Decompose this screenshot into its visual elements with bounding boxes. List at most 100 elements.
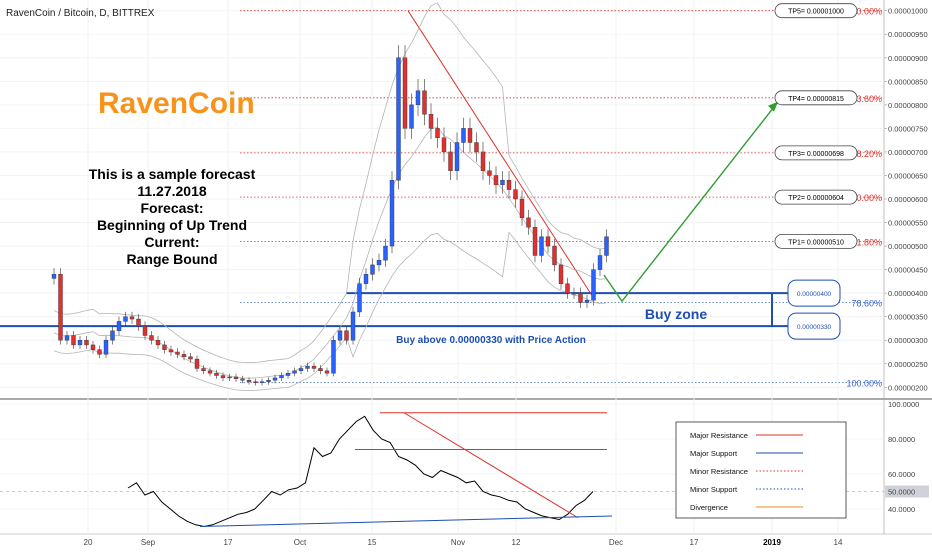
- candle-body: [578, 292, 583, 303]
- x-tick-label: 20: [84, 538, 93, 547]
- fib-lower-label: 100.00%: [846, 379, 882, 389]
- candle-body: [285, 372, 291, 376]
- labels: 0.00% TP5= 0.00001000 23.60% TP4= 0.0000081…: [396, 3, 882, 389]
- note-line-6: Range Bound: [127, 251, 218, 267]
- band-lower: [53, 231, 607, 391]
- candle-body: [506, 179, 512, 190]
- forecast-arrow: [603, 101, 779, 303]
- candle-body: [461, 128, 466, 143]
- tp-box: [774, 90, 858, 106]
- candle-body: [155, 340, 161, 346]
- candle-body: [448, 151, 453, 171]
- candle-body: [64, 335, 70, 341]
- candle-body: [435, 128, 440, 139]
- zone-price-box: [787, 312, 841, 340]
- candle-body: [357, 283, 362, 313]
- tp-box: [774, 189, 858, 205]
- tp-label: TP4= 0.00000815: [788, 96, 844, 103]
- candle-body: [311, 365, 317, 369]
- note-line-1: This is a sample forecast: [89, 166, 256, 182]
- candle-body: [136, 318, 141, 327]
- y-tick-label: 0.00000300: [888, 336, 928, 345]
- candle-body: [272, 377, 278, 381]
- candle-body: [604, 236, 609, 256]
- tp-label: TP3= 0.00000698: [788, 151, 844, 158]
- candle-body: [194, 358, 200, 369]
- candle-body: [415, 90, 421, 106]
- candle-body: [305, 365, 310, 369]
- candle-body: [129, 316, 135, 320]
- candle-body: [409, 104, 414, 129]
- candle-body: [591, 269, 596, 301]
- candle-body: [279, 375, 284, 379]
- candle-body: [454, 142, 460, 171]
- y-tick-label: 0.00000850: [888, 77, 928, 86]
- candle-body: [201, 368, 206, 372]
- candle-body: [298, 368, 304, 372]
- fib-label: 38.20%: [851, 149, 882, 159]
- legend-label: Divergence: [690, 503, 728, 512]
- osc-downtrend: [403, 412, 579, 519]
- candle-body: [422, 90, 427, 115]
- candle-body: [253, 381, 258, 383]
- note-line-2: 11.27.2018: [137, 183, 207, 199]
- tp-label: TP1= 0.00000510: [788, 239, 844, 246]
- y-tick-label: 0.00000700: [888, 148, 928, 157]
- y-tick-label: 0.00001000: [888, 7, 928, 16]
- candle-body: [58, 274, 63, 341]
- candle-body: [545, 236, 551, 247]
- tp-label: TP2= 0.00000604: [788, 195, 844, 202]
- candle-body: [246, 380, 252, 382]
- fib-label: 23.60%: [851, 94, 882, 104]
- y-tick-label: 0.00000650: [888, 171, 928, 180]
- candle-body: [584, 300, 590, 303]
- note-line-5: Current:: [144, 234, 199, 250]
- legend-label: Minor Support: [690, 485, 738, 494]
- candle-body: [149, 335, 154, 341]
- downtrend-line: [407, 10, 593, 296]
- candle-body: [71, 335, 76, 346]
- x-tick-label: 17: [224, 538, 233, 547]
- candle-body: [188, 356, 193, 360]
- y-tick-label: 0.00000900: [888, 54, 928, 63]
- x-tick-label: 17: [690, 538, 699, 547]
- legend-label: Minor Resistance: [690, 467, 748, 476]
- fib-label: 0.00%: [856, 7, 882, 17]
- legend-label: Major Support: [690, 449, 738, 458]
- y-tick-label: 0.00000500: [888, 242, 928, 251]
- fib-label: 50.00%: [851, 193, 882, 203]
- forecast-arrowhead: [768, 101, 778, 112]
- candle-body: [441, 137, 447, 153]
- buy-zone-note: Buy above 0.00000330 with Price Action: [396, 335, 586, 346]
- zone-price-label: 0.00000330: [797, 324, 832, 331]
- candle-body: [565, 283, 570, 294]
- tp-box: [774, 145, 858, 161]
- x-tick-label: 2019: [763, 538, 781, 547]
- candle-body: [526, 217, 531, 228]
- candle-body: [168, 349, 174, 353]
- note-line-3: Forecast:: [140, 200, 203, 216]
- brand-title: RavenCoin: [98, 87, 255, 120]
- tp-box: [774, 233, 858, 249]
- candle-body: [558, 264, 564, 284]
- oscillator-pane: 100.0000 80.0000 60.0000 50.0000 40.0000 Majo…: [0, 400, 929, 528]
- candle-body: [532, 227, 538, 256]
- buy-zone-label: Buy zone: [645, 306, 707, 322]
- x-tick-label: Sep: [141, 538, 156, 547]
- x-tick-label: Oct: [294, 538, 307, 547]
- candle-body: [90, 344, 96, 350]
- x-tick-label: 12: [512, 538, 521, 547]
- candle-body: [337, 330, 343, 341]
- candle-body: [162, 344, 167, 350]
- candle-body: [259, 381, 265, 383]
- candles: [51, 45, 609, 386]
- x-tick-label: Nov: [451, 538, 465, 547]
- candle-body: [402, 57, 408, 129]
- candle-body: [175, 351, 180, 355]
- x-tick-label: 14: [834, 538, 843, 547]
- candle-body: [467, 128, 473, 143]
- candle-body: [552, 245, 557, 266]
- oscillator-line: [127, 415, 594, 528]
- candle-body: [571, 292, 577, 295]
